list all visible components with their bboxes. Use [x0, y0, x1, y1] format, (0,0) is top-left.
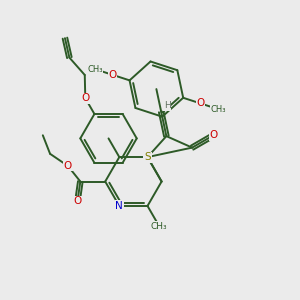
Text: N: N — [144, 152, 152, 162]
Text: methoxy: methoxy — [92, 68, 98, 70]
Text: methoxy: methoxy — [215, 108, 221, 110]
Text: O: O — [64, 161, 72, 171]
Text: CH₃: CH₃ — [151, 222, 167, 231]
Text: methoxy: methoxy — [215, 108, 221, 110]
Text: O: O — [108, 70, 116, 80]
Text: O: O — [74, 196, 82, 206]
Text: methoxy: methoxy — [92, 68, 98, 70]
Text: CH₃: CH₃ — [87, 64, 103, 74]
Text: O: O — [196, 98, 205, 108]
Text: CH₃: CH₃ — [210, 105, 226, 114]
Text: S: S — [144, 152, 151, 162]
Text: H: H — [164, 101, 171, 110]
Text: O: O — [81, 93, 89, 103]
Text: O: O — [210, 130, 218, 140]
Text: N: N — [116, 201, 123, 211]
